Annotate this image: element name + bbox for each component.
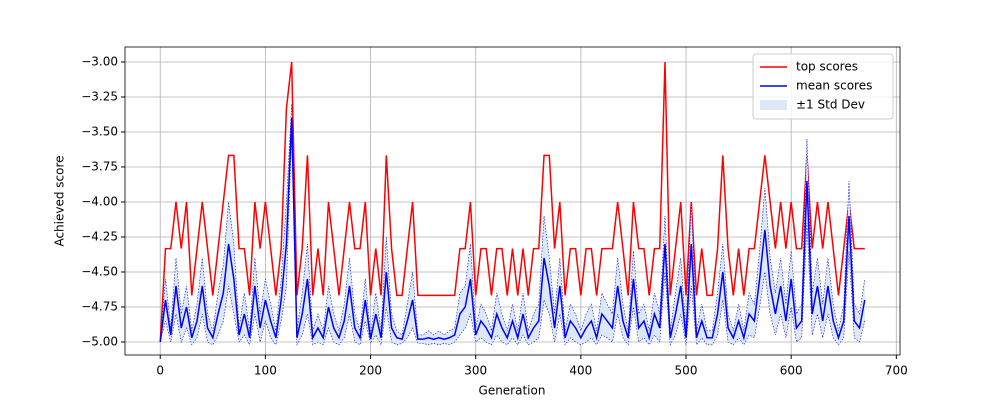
legend-label: top scores bbox=[796, 60, 858, 74]
plot-frame bbox=[124, 46, 901, 356]
legend: top scores mean scores ±1 Std Dev bbox=[752, 53, 894, 120]
x-tick-label: 0 bbox=[156, 364, 164, 378]
x-tick-label: 300 bbox=[464, 364, 487, 378]
series-line bbox=[159, 61, 865, 343]
y-tick-label: −4.50 bbox=[81, 264, 118, 278]
x-tick-label: 700 bbox=[885, 364, 908, 378]
y-axis-label: Achieved score bbox=[53, 155, 67, 246]
y-tick-label: −3.50 bbox=[81, 124, 118, 138]
x-tick-label: 200 bbox=[359, 364, 382, 378]
y-tick-label: −3.00 bbox=[81, 54, 118, 68]
y-tick-label: −4.25 bbox=[81, 229, 118, 243]
y-tick-label: −4.75 bbox=[81, 299, 118, 313]
y-tick-label: −3.75 bbox=[81, 159, 118, 173]
x-axis-label: Generation bbox=[479, 384, 546, 398]
x-tick-label: 100 bbox=[254, 364, 277, 378]
legend-box bbox=[752, 53, 894, 120]
plot bbox=[159, 61, 866, 346]
legend-label: mean scores bbox=[796, 79, 872, 93]
legend-swatch bbox=[760, 100, 787, 110]
x-tick-label: 600 bbox=[780, 364, 803, 378]
std-edge bbox=[159, 103, 866, 343]
y-tick-label: −3.25 bbox=[81, 89, 118, 103]
legend-label: ±1 Std Dev bbox=[796, 98, 865, 112]
x-tick-label: 400 bbox=[569, 364, 592, 378]
y-tick-label: −5.00 bbox=[81, 334, 118, 348]
x-tick-label: 500 bbox=[675, 364, 698, 378]
std-edge bbox=[159, 131, 866, 346]
series-line bbox=[159, 117, 866, 343]
y-tick-label: −4.00 bbox=[81, 194, 118, 208]
